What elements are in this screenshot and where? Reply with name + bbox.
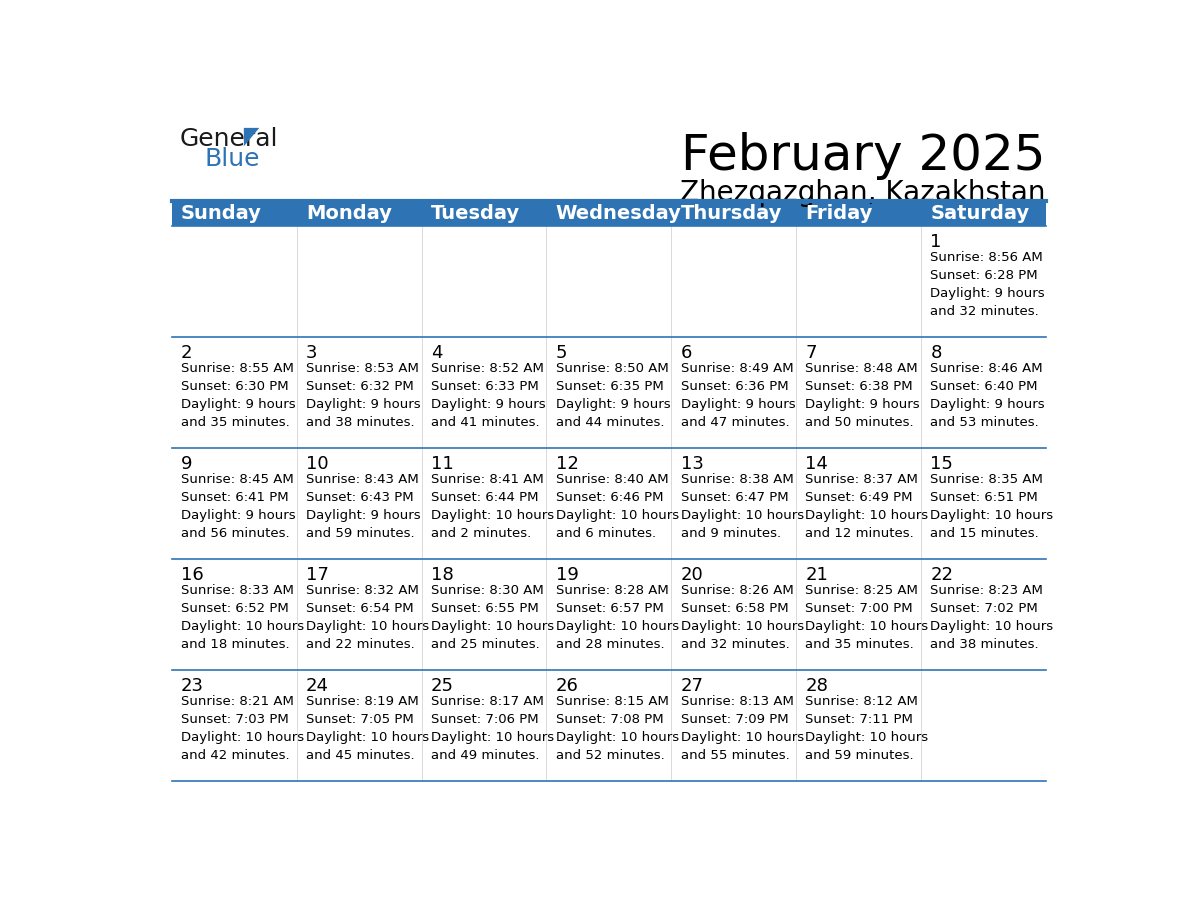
Text: Sunrise: 8:30 AM
Sunset: 6:55 PM
Daylight: 10 hours
and 25 minutes.: Sunrise: 8:30 AM Sunset: 6:55 PM Dayligh…	[431, 584, 554, 651]
Text: Sunrise: 8:28 AM
Sunset: 6:57 PM
Daylight: 10 hours
and 28 minutes.: Sunrise: 8:28 AM Sunset: 6:57 PM Dayligh…	[556, 584, 678, 651]
Text: 24: 24	[307, 677, 329, 696]
Text: General: General	[179, 127, 278, 151]
Text: Sunrise: 8:53 AM
Sunset: 6:32 PM
Daylight: 9 hours
and 38 minutes.: Sunrise: 8:53 AM Sunset: 6:32 PM Dayligh…	[307, 362, 421, 429]
Text: 4: 4	[431, 344, 442, 363]
Text: Sunrise: 8:19 AM
Sunset: 7:05 PM
Daylight: 10 hours
and 45 minutes.: Sunrise: 8:19 AM Sunset: 7:05 PM Dayligh…	[307, 695, 429, 762]
Text: Monday: Monday	[307, 204, 392, 223]
Text: 27: 27	[681, 677, 703, 696]
Text: 19: 19	[556, 566, 579, 585]
Text: 11: 11	[431, 455, 454, 474]
Text: Tuesday: Tuesday	[431, 204, 520, 223]
Text: Thursday: Thursday	[681, 204, 782, 223]
Text: 28: 28	[805, 677, 828, 696]
Text: 15: 15	[930, 455, 953, 474]
Text: Sunrise: 8:52 AM
Sunset: 6:33 PM
Daylight: 9 hours
and 41 minutes.: Sunrise: 8:52 AM Sunset: 6:33 PM Dayligh…	[431, 362, 545, 429]
Bar	[172, 226, 1045, 337]
Text: Sunrise: 8:21 AM
Sunset: 7:03 PM
Daylight: 10 hours
and 42 minutes.: Sunrise: 8:21 AM Sunset: 7:03 PM Dayligh…	[181, 695, 304, 762]
Text: Blue: Blue	[204, 147, 260, 171]
Text: Sunday: Sunday	[181, 204, 261, 223]
Text: 23: 23	[181, 677, 204, 696]
Text: February 2025: February 2025	[682, 131, 1045, 180]
Bar	[172, 201, 1045, 226]
Text: Sunrise: 8:25 AM
Sunset: 7:00 PM
Daylight: 10 hours
and 35 minutes.: Sunrise: 8:25 AM Sunset: 7:00 PM Dayligh…	[805, 584, 929, 651]
Text: 1: 1	[930, 233, 942, 252]
Text: 17: 17	[307, 566, 329, 585]
Text: 3: 3	[307, 344, 317, 363]
Polygon shape	[244, 128, 259, 146]
Text: Sunrise: 8:38 AM
Sunset: 6:47 PM
Daylight: 10 hours
and 9 minutes.: Sunrise: 8:38 AM Sunset: 6:47 PM Dayligh…	[681, 473, 804, 540]
Text: Sunrise: 8:37 AM
Sunset: 6:49 PM
Daylight: 10 hours
and 12 minutes.: Sunrise: 8:37 AM Sunset: 6:49 PM Dayligh…	[805, 473, 929, 540]
Text: Sunrise: 8:41 AM
Sunset: 6:44 PM
Daylight: 10 hours
and 2 minutes.: Sunrise: 8:41 AM Sunset: 6:44 PM Dayligh…	[431, 473, 554, 540]
Text: Sunrise: 8:49 AM
Sunset: 6:36 PM
Daylight: 9 hours
and 47 minutes.: Sunrise: 8:49 AM Sunset: 6:36 PM Dayligh…	[681, 362, 795, 429]
Text: 18: 18	[431, 566, 454, 585]
Bar	[172, 559, 1045, 670]
Text: Sunrise: 8:13 AM
Sunset: 7:09 PM
Daylight: 10 hours
and 55 minutes.: Sunrise: 8:13 AM Sunset: 7:09 PM Dayligh…	[681, 695, 804, 762]
Text: Wednesday: Wednesday	[556, 204, 682, 223]
Bar	[172, 337, 1045, 448]
Text: Sunrise: 8:45 AM
Sunset: 6:41 PM
Daylight: 9 hours
and 56 minutes.: Sunrise: 8:45 AM Sunset: 6:41 PM Dayligh…	[181, 473, 296, 540]
Text: Sunrise: 8:17 AM
Sunset: 7:06 PM
Daylight: 10 hours
and 49 minutes.: Sunrise: 8:17 AM Sunset: 7:06 PM Dayligh…	[431, 695, 554, 762]
Text: 20: 20	[681, 566, 703, 585]
Text: Sunrise: 8:50 AM
Sunset: 6:35 PM
Daylight: 9 hours
and 44 minutes.: Sunrise: 8:50 AM Sunset: 6:35 PM Dayligh…	[556, 362, 670, 429]
Text: Sunrise: 8:26 AM
Sunset: 6:58 PM
Daylight: 10 hours
and 32 minutes.: Sunrise: 8:26 AM Sunset: 6:58 PM Dayligh…	[681, 584, 804, 651]
Text: Friday: Friday	[805, 204, 873, 223]
Text: 6: 6	[681, 344, 691, 363]
Text: 2: 2	[181, 344, 192, 363]
Text: 7: 7	[805, 344, 817, 363]
Text: 25: 25	[431, 677, 454, 696]
Text: 10: 10	[307, 455, 329, 474]
Text: Sunrise: 8:43 AM
Sunset: 6:43 PM
Daylight: 9 hours
and 59 minutes.: Sunrise: 8:43 AM Sunset: 6:43 PM Dayligh…	[307, 473, 421, 540]
Text: 14: 14	[805, 455, 828, 474]
Text: 9: 9	[181, 455, 192, 474]
Text: Sunrise: 8:23 AM
Sunset: 7:02 PM
Daylight: 10 hours
and 38 minutes.: Sunrise: 8:23 AM Sunset: 7:02 PM Dayligh…	[930, 584, 1054, 651]
Text: Sunrise: 8:48 AM
Sunset: 6:38 PM
Daylight: 9 hours
and 50 minutes.: Sunrise: 8:48 AM Sunset: 6:38 PM Dayligh…	[805, 362, 920, 429]
Text: Sunrise: 8:40 AM
Sunset: 6:46 PM
Daylight: 10 hours
and 6 minutes.: Sunrise: 8:40 AM Sunset: 6:46 PM Dayligh…	[556, 473, 678, 540]
Text: 8: 8	[930, 344, 942, 363]
Text: 16: 16	[181, 566, 204, 585]
Bar	[172, 670, 1045, 781]
Text: 13: 13	[681, 455, 703, 474]
Text: Saturday: Saturday	[930, 204, 1030, 223]
Text: Sunrise: 8:56 AM
Sunset: 6:28 PM
Daylight: 9 hours
and 32 minutes.: Sunrise: 8:56 AM Sunset: 6:28 PM Dayligh…	[930, 251, 1045, 318]
Text: 22: 22	[930, 566, 953, 585]
Text: Sunrise: 8:46 AM
Sunset: 6:40 PM
Daylight: 9 hours
and 53 minutes.: Sunrise: 8:46 AM Sunset: 6:40 PM Dayligh…	[930, 362, 1045, 429]
Text: Zhezqazghan, Kazakhstan: Zhezqazghan, Kazakhstan	[681, 179, 1045, 207]
Text: 12: 12	[556, 455, 579, 474]
Text: Sunrise: 8:55 AM
Sunset: 6:30 PM
Daylight: 9 hours
and 35 minutes.: Sunrise: 8:55 AM Sunset: 6:30 PM Dayligh…	[181, 362, 296, 429]
Text: Sunrise: 8:12 AM
Sunset: 7:11 PM
Daylight: 10 hours
and 59 minutes.: Sunrise: 8:12 AM Sunset: 7:11 PM Dayligh…	[805, 695, 929, 762]
Text: 21: 21	[805, 566, 828, 585]
Text: Sunrise: 8:15 AM
Sunset: 7:08 PM
Daylight: 10 hours
and 52 minutes.: Sunrise: 8:15 AM Sunset: 7:08 PM Dayligh…	[556, 695, 678, 762]
Text: 26: 26	[556, 677, 579, 696]
Text: Sunrise: 8:33 AM
Sunset: 6:52 PM
Daylight: 10 hours
and 18 minutes.: Sunrise: 8:33 AM Sunset: 6:52 PM Dayligh…	[181, 584, 304, 651]
Bar	[172, 448, 1045, 559]
Text: Sunrise: 8:35 AM
Sunset: 6:51 PM
Daylight: 10 hours
and 15 minutes.: Sunrise: 8:35 AM Sunset: 6:51 PM Dayligh…	[930, 473, 1054, 540]
Text: Sunrise: 8:32 AM
Sunset: 6:54 PM
Daylight: 10 hours
and 22 minutes.: Sunrise: 8:32 AM Sunset: 6:54 PM Dayligh…	[307, 584, 429, 651]
Text: 5: 5	[556, 344, 567, 363]
